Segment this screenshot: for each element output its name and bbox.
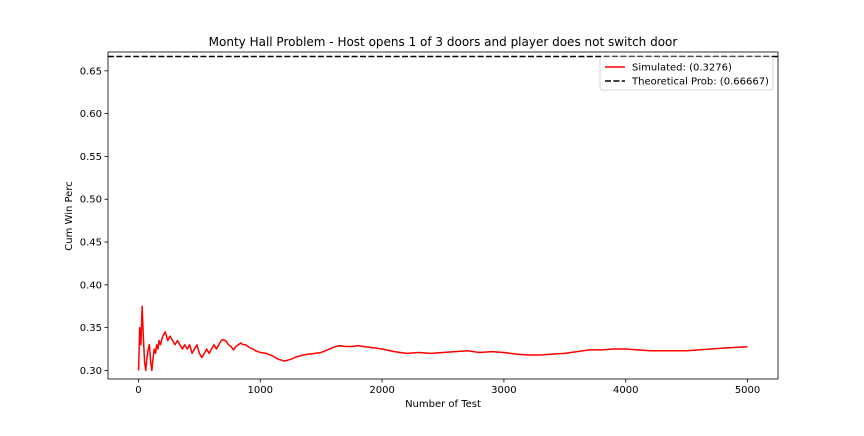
y-tick-label: 0.45 (80, 238, 102, 249)
axes: 0 1000 2000 3000 4000 5000 0.30 0.35 0.40 0.45 0.5… (80, 51, 779, 396)
y-axis-label: Cum Win Perc (64, 181, 75, 250)
plot-area (108, 55, 778, 372)
x-tick-label: 5000 (735, 385, 760, 396)
x-tick-label: 2000 (369, 385, 394, 396)
y-tick-label: 0.30 (80, 366, 102, 377)
plot-frame (107, 51, 779, 380)
series-line-0 (137, 305, 748, 372)
x-tick-label: 3000 (491, 385, 516, 396)
legend-label-0: Simulated: (0.3276) (632, 63, 732, 74)
y-tick-label: 0.55 (80, 152, 102, 163)
x-tick-label: 4000 (613, 385, 638, 396)
y-tick-label: 0.65 (80, 66, 102, 77)
x-tick-label: 1000 (248, 385, 273, 396)
x-axis-label: Number of Test (405, 399, 481, 410)
legend: Simulated: (0.3276) Theoretical Prob: (0.… (599, 56, 774, 91)
legend-box (599, 56, 774, 91)
y-tick-label: 0.60 (80, 109, 102, 120)
legend-label-1: Theoretical Prob: (0.66667) (631, 77, 769, 88)
x-tick-label: 0 (135, 385, 141, 396)
y-tick-label: 0.50 (80, 195, 102, 206)
y-tick-label: 0.35 (80, 323, 102, 334)
y-tick-label: 0.40 (80, 280, 102, 291)
chart-title: Monty Hall Problem - Host opens 1 of 3 d… (209, 35, 678, 49)
